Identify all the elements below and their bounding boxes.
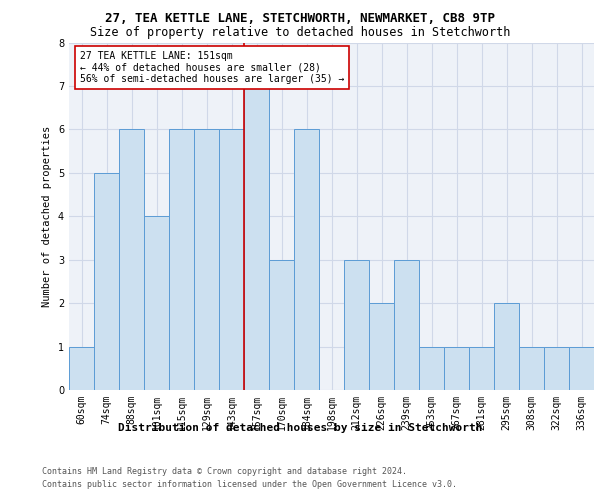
Text: Size of property relative to detached houses in Stetchworth: Size of property relative to detached ho…: [90, 26, 510, 39]
Bar: [344, 260, 369, 390]
Text: 27 TEA KETTLE LANE: 151sqm
← 44% of detached houses are smaller (28)
56% of semi: 27 TEA KETTLE LANE: 151sqm ← 44% of deta…: [79, 51, 344, 84]
Bar: [219, 130, 244, 390]
Bar: [369, 303, 394, 390]
Bar: [169, 130, 194, 390]
Text: Contains public sector information licensed under the Open Government Licence v3: Contains public sector information licen…: [42, 480, 457, 489]
Bar: [69, 346, 94, 390]
Bar: [419, 346, 444, 390]
Bar: [244, 86, 269, 390]
Text: Distribution of detached houses by size in Stetchworth: Distribution of detached houses by size …: [118, 422, 482, 432]
Y-axis label: Number of detached properties: Number of detached properties: [43, 126, 52, 307]
Bar: [119, 130, 144, 390]
Bar: [444, 346, 469, 390]
Bar: [144, 216, 169, 390]
Text: 27, TEA KETTLE LANE, STETCHWORTH, NEWMARKET, CB8 9TP: 27, TEA KETTLE LANE, STETCHWORTH, NEWMAR…: [105, 12, 495, 26]
Bar: [519, 346, 544, 390]
Bar: [469, 346, 494, 390]
Bar: [194, 130, 219, 390]
Bar: [294, 130, 319, 390]
Bar: [569, 346, 594, 390]
Bar: [94, 173, 119, 390]
Bar: [494, 303, 519, 390]
Text: Contains HM Land Registry data © Crown copyright and database right 2024.: Contains HM Land Registry data © Crown c…: [42, 468, 407, 476]
Bar: [394, 260, 419, 390]
Bar: [544, 346, 569, 390]
Bar: [269, 260, 294, 390]
